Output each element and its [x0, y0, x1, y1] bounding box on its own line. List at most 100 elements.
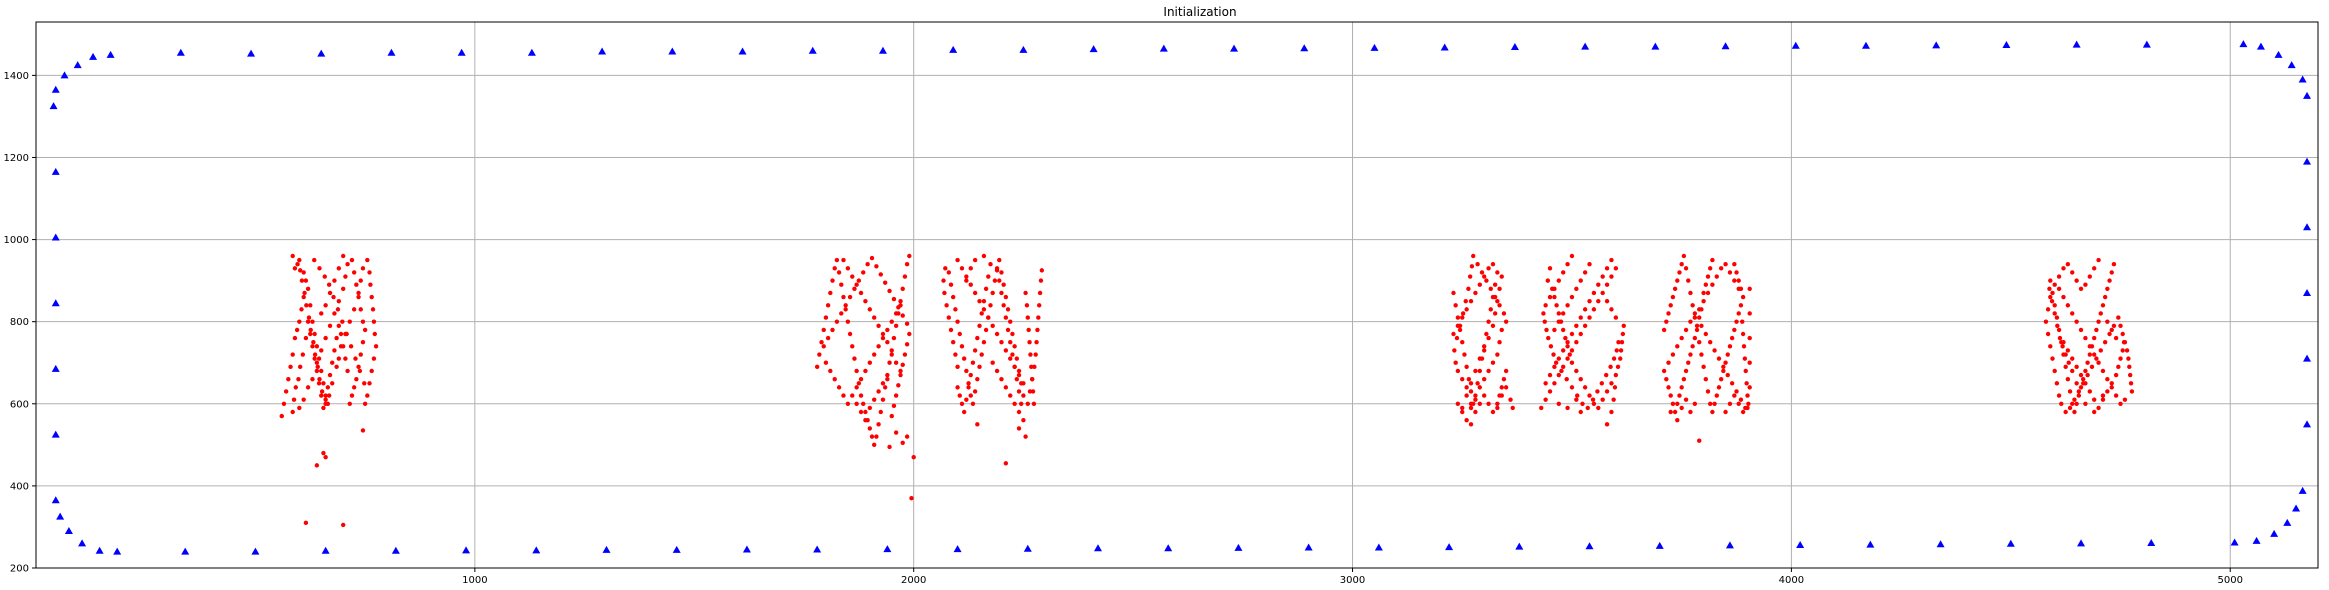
red-data-point: [898, 298, 903, 304]
red-data-point: [297, 319, 302, 324]
red-data-point: [362, 401, 368, 406]
red-data-point: [2078, 385, 2084, 390]
red-data-point: [955, 385, 960, 390]
red-data-point: [964, 368, 969, 374]
red-data-point: [368, 282, 373, 287]
red-data-point: [1475, 262, 1480, 267]
blue-triangle-point: [2256, 42, 2265, 50]
blue-triangle-point: [51, 299, 60, 307]
red-data-point: [904, 262, 910, 267]
red-data-point: [1039, 268, 1045, 273]
blue-triangle-point: [1234, 543, 1243, 551]
red-data-point: [1668, 409, 1673, 415]
red-data-point: [2113, 372, 2119, 378]
red-data-point: [1718, 376, 1724, 382]
red-data-point: [292, 266, 298, 271]
red-data-point: [1452, 348, 1457, 353]
red-data-point: [2096, 405, 2101, 411]
red-data-point: [1590, 397, 1596, 402]
red-data-point: [1481, 348, 1487, 353]
red-data-point: [1578, 376, 1583, 382]
red-data-point: [2100, 368, 2106, 374]
red-data-point: [1464, 418, 1469, 423]
y-tick-label: 1400: [4, 71, 29, 82]
red-data-point: [1560, 327, 1566, 333]
red-data-point: [1707, 401, 1713, 406]
red-data-point: [986, 315, 991, 320]
red-data-point: [1675, 401, 1680, 406]
red-data-point: [1697, 340, 1702, 345]
red-data-point: [1032, 364, 1037, 370]
red-data-point: [1727, 344, 1733, 349]
red-data-point: [979, 352, 984, 357]
red-data-point: [1560, 311, 1566, 316]
blue-triangle-point: [1932, 41, 1941, 49]
red-data-point: [1029, 376, 1035, 382]
red-data-point: [1495, 405, 1500, 411]
red-data-point: [871, 442, 877, 448]
red-data-point: [325, 385, 331, 390]
red-data-point: [878, 272, 883, 277]
blue-triangle-point: [51, 430, 60, 438]
red-data-point: [1565, 262, 1570, 267]
red-data-point: [887, 360, 892, 365]
red-data-point: [1614, 348, 1619, 353]
red-data-point: [876, 344, 881, 349]
red-data-point: [1591, 401, 1597, 406]
red-data-point: [2065, 303, 2071, 308]
red-data-point: [356, 294, 361, 300]
red-data-point: [1019, 401, 1024, 406]
red-data-point: [959, 344, 965, 349]
red-data-point: [1692, 311, 1698, 316]
red-data-point: [1723, 409, 1728, 415]
red-data-point: [2048, 278, 2053, 283]
red-data-point: [1460, 409, 1465, 415]
red-data-point: [327, 290, 333, 296]
red-data-point: [950, 294, 956, 300]
red-data-point: [1574, 323, 1579, 328]
red-data-point: [972, 348, 978, 353]
red-data-point: [850, 344, 855, 349]
blue-triangle-point: [1655, 541, 1664, 549]
red-data-point: [2050, 290, 2055, 296]
blue-triangle-point: [2303, 223, 2312, 231]
red-data-point: [941, 278, 946, 283]
red-data-point: [319, 393, 324, 398]
red-data-point: [319, 368, 324, 374]
red-data-point: [347, 401, 352, 406]
red-data-point: [863, 298, 868, 304]
red-data-point: [1604, 282, 1610, 287]
red-data-point: [360, 266, 366, 271]
red-data-point: [1460, 340, 1465, 345]
red-data-point: [1745, 393, 1750, 398]
red-data-point: [1556, 319, 1561, 324]
red-data-point: [1556, 372, 1561, 378]
red-data-point: [847, 331, 853, 337]
blue-triangle-point: [176, 48, 185, 56]
red-data-point: [1016, 426, 1022, 431]
red-data-point: [942, 290, 947, 296]
red-data-point: [2113, 393, 2119, 398]
red-data-point: [2056, 327, 2062, 333]
red-data-point: [1012, 364, 1017, 370]
red-data-point: [1001, 303, 1006, 308]
red-data-point: [1725, 372, 1730, 378]
blue-triangle-point: [1861, 41, 1870, 49]
blue-triangle-point: [2303, 288, 2312, 296]
blue-triangle-point: [2303, 91, 2312, 99]
red-data-point: [2056, 274, 2062, 279]
red-data-point: [2098, 311, 2103, 316]
red-data-point: [843, 303, 848, 308]
red-data-point: [1552, 364, 1557, 370]
red-data-point: [961, 356, 967, 361]
red-data-point: [2118, 356, 2123, 361]
red-data-point: [1688, 319, 1693, 324]
red-data-point: [907, 253, 912, 259]
blue-triangle-point: [89, 52, 98, 60]
blue-triangle-point: [949, 45, 958, 53]
red-data-point: [900, 362, 905, 367]
red-data-point: [2094, 327, 2099, 333]
red-data-point: [1468, 405, 1474, 411]
red-data-point: [1587, 393, 1592, 398]
red-data-point: [332, 311, 337, 316]
